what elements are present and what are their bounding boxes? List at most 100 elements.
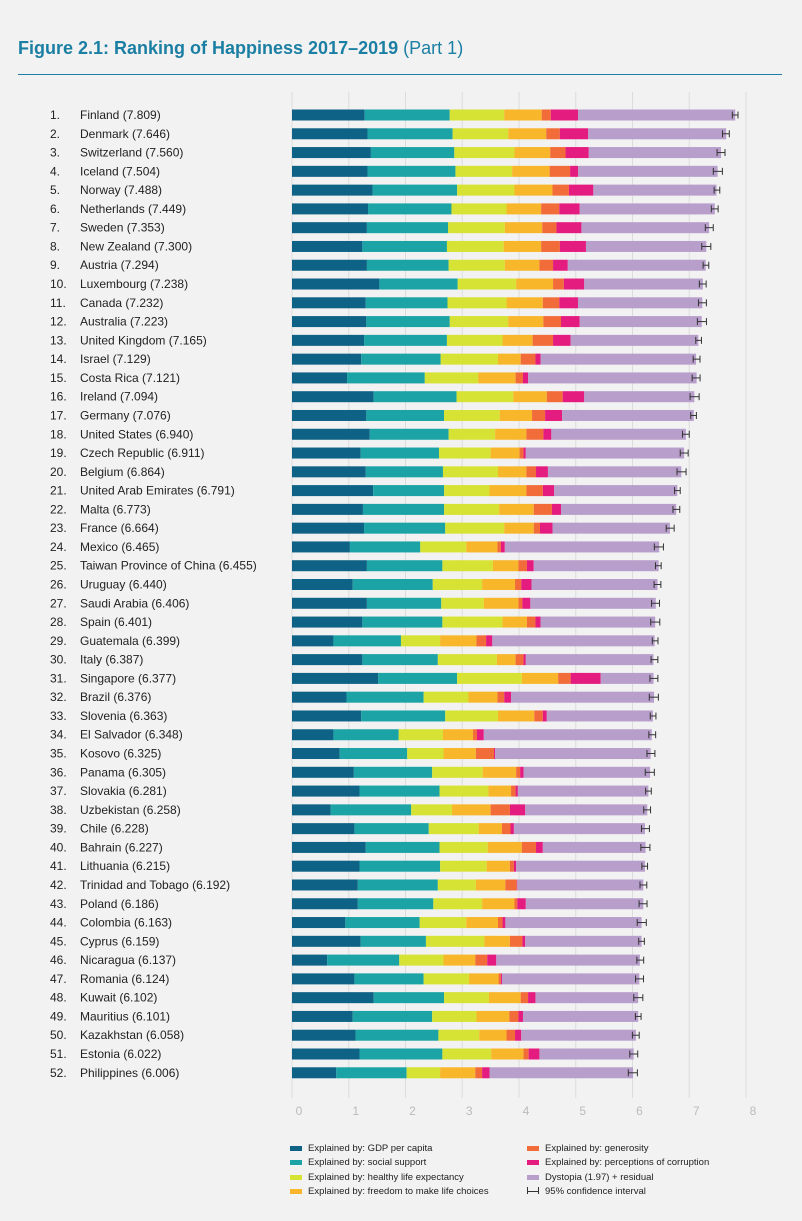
bar-generosity <box>518 597 523 609</box>
bar-dystopia <box>588 147 722 159</box>
country-label: Finland (7.809) <box>80 108 161 122</box>
bar-freedom <box>513 391 547 403</box>
country-label: Trinidad and Tobago (6.192) <box>80 878 230 892</box>
bar-gdp <box>292 259 367 271</box>
bar-dystopia <box>539 1048 634 1060</box>
bar-freedom <box>502 616 527 628</box>
bar-corruption <box>528 1048 540 1060</box>
bar-health <box>425 935 485 947</box>
bar-corruption <box>513 860 517 872</box>
bar-generosity <box>541 240 560 252</box>
bar-gdp <box>292 635 334 647</box>
bar-health <box>411 804 453 816</box>
rank-label: 26. <box>50 578 67 592</box>
bar-generosity <box>558 672 571 684</box>
bar-gdp <box>292 1029 356 1041</box>
bar-generosity <box>541 109 551 121</box>
bar-generosity <box>526 616 536 628</box>
bar-health <box>398 729 443 741</box>
bar-dystopia <box>501 973 640 985</box>
bar-corruption <box>515 785 518 797</box>
bar-dystopia <box>531 579 658 590</box>
country-label: Sweden (7.353) <box>80 221 165 235</box>
bar-health <box>442 616 503 628</box>
rank-label: 29. <box>50 634 67 648</box>
bar-corruption <box>522 935 526 947</box>
bar-freedom <box>469 973 499 985</box>
country-label: Israel (7.129) <box>80 352 151 366</box>
country-label: Switzerland (7.560) <box>80 146 183 160</box>
bar-health <box>449 316 509 328</box>
bar-dystopia <box>540 353 697 365</box>
bar-gdp <box>292 428 370 440</box>
bar-gdp <box>292 128 368 140</box>
bar-corruption <box>535 616 541 628</box>
bar-corruption <box>560 316 580 328</box>
bar-health <box>457 278 517 290</box>
rank-label: 46. <box>50 953 67 967</box>
country-label: Denmark (7.646) <box>80 127 170 141</box>
bar-corruption <box>516 879 518 891</box>
rank-label: 16. <box>50 390 67 404</box>
bar-health <box>444 992 489 1004</box>
bar-generosity <box>475 748 495 760</box>
bar-dystopia <box>584 391 695 403</box>
bar-dystopia <box>588 128 727 140</box>
bar-corruption <box>570 165 579 177</box>
bar-generosity <box>475 1067 483 1079</box>
bar-dystopia <box>525 804 648 816</box>
bar-dystopia <box>525 447 685 459</box>
country-label: Singapore (6.377) <box>80 671 176 685</box>
bar-dystopia <box>511 691 655 703</box>
bar-freedom <box>475 879 506 891</box>
bar-dystopia <box>567 259 706 271</box>
bar-social <box>360 447 439 459</box>
country-label: Italy (6.387) <box>80 653 143 667</box>
bar-gdp <box>292 353 362 365</box>
bar-social <box>366 560 443 572</box>
bar-gdp <box>292 541 350 553</box>
bar-health <box>419 917 467 929</box>
bar-corruption <box>562 391 585 403</box>
country-label: Austria (7.294) <box>80 258 159 272</box>
bar-health <box>448 259 505 271</box>
rank-label: 11. <box>50 296 66 310</box>
x-tick-label: 8 <box>750 1104 757 1118</box>
x-tick-label: 5 <box>579 1104 586 1118</box>
bar-gdp <box>292 240 363 252</box>
bar-social <box>370 147 455 159</box>
country-label: Philippines (6.006) <box>80 1066 179 1080</box>
bar-corruption <box>504 691 512 703</box>
legend-item-corruption: Explained by: perceptions of corruption <box>527 1157 709 1168</box>
bar-dystopia <box>533 560 659 572</box>
bar-gdp <box>292 935 361 947</box>
rank-label: 33. <box>50 709 67 723</box>
bar-gdp <box>292 109 365 121</box>
country-label: Panama (6.305) <box>80 765 166 779</box>
bar-generosity <box>515 654 524 666</box>
bar-social <box>359 785 440 797</box>
bar-dystopia <box>523 766 651 778</box>
page-title: Figure 2.1: Ranking of Happiness 2017–20… <box>18 38 463 59</box>
bar-gdp <box>292 222 367 234</box>
bar-generosity <box>498 973 501 985</box>
bar-generosity <box>473 729 478 741</box>
bar-corruption <box>482 1067 490 1079</box>
bar-freedom <box>514 147 551 159</box>
x-tick-label: 2 <box>409 1104 416 1118</box>
bar-social <box>360 935 426 947</box>
rank-label: 41. <box>50 859 67 873</box>
bar-dystopia <box>535 992 639 1004</box>
bar-health <box>428 823 479 835</box>
bar-generosity <box>523 1048 529 1060</box>
bar-gdp <box>292 165 368 177</box>
title-underline <box>18 74 782 75</box>
rank-label: 13. <box>50 333 67 347</box>
legend-swatch <box>527 1146 539 1151</box>
bar-dystopia <box>528 372 697 384</box>
bar-freedom <box>489 485 527 497</box>
bar-gdp <box>292 860 360 872</box>
bar-generosity <box>509 935 523 947</box>
bar-corruption <box>553 334 571 346</box>
country-label: Cyprus (6.159) <box>80 934 159 948</box>
